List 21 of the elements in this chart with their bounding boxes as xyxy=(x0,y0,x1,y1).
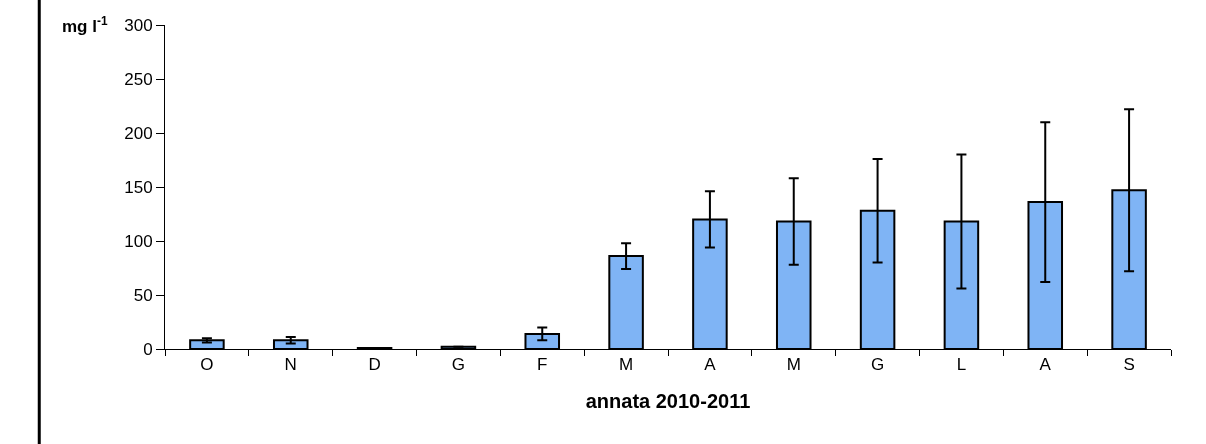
x-tick-label: A xyxy=(704,355,717,375)
x-tick-label: F xyxy=(537,355,548,375)
x-tick-label: N xyxy=(284,355,297,375)
x-tick-label: S xyxy=(1123,355,1135,375)
x-tick-label: D xyxy=(368,355,381,375)
y-tick-label: 150 xyxy=(124,177,153,197)
y-tick-label: 300 xyxy=(124,15,153,35)
x-tick-label: G xyxy=(870,355,885,375)
x-axis-title: annata 2010-2011 xyxy=(585,389,751,412)
y-axis-title: mg l$^{-1}$ xyxy=(62,14,108,37)
x-tick-label: A xyxy=(1039,355,1052,375)
x-tick-label: O xyxy=(200,355,214,375)
y-tick-label: 200 xyxy=(124,123,153,143)
y-tick-label: 50 xyxy=(133,285,153,305)
x-tick-label: L xyxy=(956,355,967,375)
x-tick-label: G xyxy=(451,355,466,375)
x-tick-label: M xyxy=(618,355,634,375)
y-tick-label: 0 xyxy=(143,339,153,359)
y-tick-label: 100 xyxy=(124,231,153,251)
y-tick-label: 250 xyxy=(124,69,153,89)
x-tick-label: M xyxy=(786,355,801,375)
